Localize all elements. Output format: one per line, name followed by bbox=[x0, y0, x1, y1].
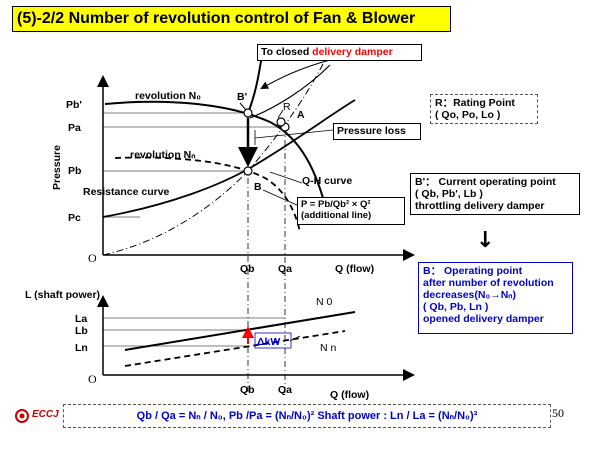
resistance-curve-label: Resistance curve bbox=[83, 186, 170, 198]
operating-point-line2: after number of revolution bbox=[423, 277, 554, 289]
delta-kw-pointer bbox=[289, 335, 301, 342]
operating-point-values: ( Qb, Pb, Ln ) bbox=[423, 301, 489, 313]
additional-line-formula: P = Pb/Qb² × Q² bbox=[301, 199, 371, 210]
additional-line-note: (additional line) bbox=[301, 210, 372, 221]
closed-damper-curve bbox=[247, 54, 263, 114]
point-b-marker bbox=[243, 166, 253, 176]
xtick-qb: Qb bbox=[240, 263, 255, 275]
operating-point-callout: B： Operating point after number of revol… bbox=[418, 262, 573, 334]
closed-damper-red-text: delivery damper bbox=[312, 46, 393, 58]
page-number: 50 bbox=[552, 406, 564, 420]
rating-point-values: ( Qo, Po, Lo ) bbox=[435, 109, 501, 121]
top-x-axis-label: Q (flow) bbox=[335, 263, 374, 275]
additional-line-callout: P = Pb/Qb² × Q² (additional line) bbox=[297, 197, 405, 225]
ytick-ln: Ln bbox=[75, 342, 88, 354]
logo-text: ECCJ bbox=[32, 409, 59, 420]
additional-line-pointer bbox=[262, 189, 298, 206]
top-origin-label: O bbox=[88, 251, 97, 265]
pressure-loss-callout: Pressure loss bbox=[333, 123, 421, 140]
pressure-loss-pointer bbox=[254, 129, 334, 139]
nn-power-line bbox=[124, 330, 346, 367]
slide-title: (5)-2/2 Number of revolution control of … bbox=[12, 6, 451, 32]
operating-point-line3: decreases(N₀→Nₙ) bbox=[423, 289, 516, 301]
ytick-pb-prime: Pb' bbox=[66, 99, 82, 111]
n0-line-label: N 0 bbox=[316, 296, 333, 308]
point-b-prime-marker bbox=[243, 108, 253, 118]
closed-damper-prefix: To closed bbox=[261, 46, 313, 58]
current-point-title: B'： Current operating point bbox=[415, 176, 556, 188]
outer-system-curve bbox=[249, 64, 331, 119]
ytick-la: La bbox=[75, 313, 87, 325]
bottom-y-axis-label: L (shaft power) bbox=[25, 289, 100, 301]
point-a-label: A bbox=[297, 109, 305, 121]
rating-point-callout: R：Rating Point ( Qo, Po, Lo ) bbox=[430, 94, 538, 124]
current-point-values: ( Qb, Pb', Lb ) bbox=[415, 188, 483, 200]
point-b-prime-label: B' bbox=[237, 91, 247, 103]
qh-pointer bbox=[269, 171, 303, 184]
eccj-logo: ECCJ bbox=[14, 406, 64, 426]
down-arrow: ↓ bbox=[476, 228, 495, 253]
xtick-qb-bottom: Qb bbox=[240, 384, 255, 396]
r-pointer bbox=[277, 109, 284, 119]
point-b-label: B bbox=[254, 181, 262, 193]
point-r-label: R bbox=[283, 101, 291, 113]
xtick-qa: Qa bbox=[278, 263, 292, 275]
revolution-n0-curve bbox=[104, 100, 331, 226]
operating-point-note: opened delivery damper bbox=[423, 313, 544, 325]
nn-line-label: N n bbox=[320, 342, 337, 354]
bottom-x-axis-label: Q (flow) bbox=[330, 389, 369, 401]
ytick-lb: Lb bbox=[75, 325, 88, 337]
current-point-note: throttling delivery damper bbox=[415, 200, 545, 212]
operating-point-title: B： Operating point bbox=[423, 265, 523, 277]
point-r-marker bbox=[276, 117, 286, 127]
top-y-axis-label: Pressure bbox=[51, 145, 63, 190]
revolution-nn-curve bbox=[114, 156, 301, 233]
ytick-pa: Pa bbox=[68, 122, 81, 134]
ytick-pc: Pc bbox=[68, 212, 81, 224]
ytick-pb: Pb bbox=[68, 165, 81, 177]
current-point-callout: B'： Current operating point ( Qb, Pb', L… bbox=[410, 173, 580, 215]
closed-damper-arrow bbox=[260, 59, 331, 89]
revolution-nn-label: revolution Nₙ bbox=[130, 149, 196, 161]
b-prime-pointer bbox=[239, 102, 247, 111]
pressure-loss-text: Pressure loss bbox=[337, 125, 406, 137]
revolution-n0-label: revolution N₀ bbox=[135, 90, 201, 102]
delta-kw-label: ΔkW bbox=[257, 336, 280, 348]
qh-curve-label: Q-H curve bbox=[302, 175, 352, 187]
rating-point-title: R：Rating Point bbox=[435, 97, 515, 109]
closed-damper-callout: To closed delivery damper bbox=[257, 44, 422, 61]
bottom-origin-label: O bbox=[88, 372, 97, 386]
formula-bar: Qb / Qa = Nₙ / N₀, Pb /Pa = (Nₙ/N₀)² Sha… bbox=[63, 404, 551, 428]
xtick-qa-bottom: Qa bbox=[278, 384, 292, 396]
n0-power-line bbox=[124, 311, 356, 351]
